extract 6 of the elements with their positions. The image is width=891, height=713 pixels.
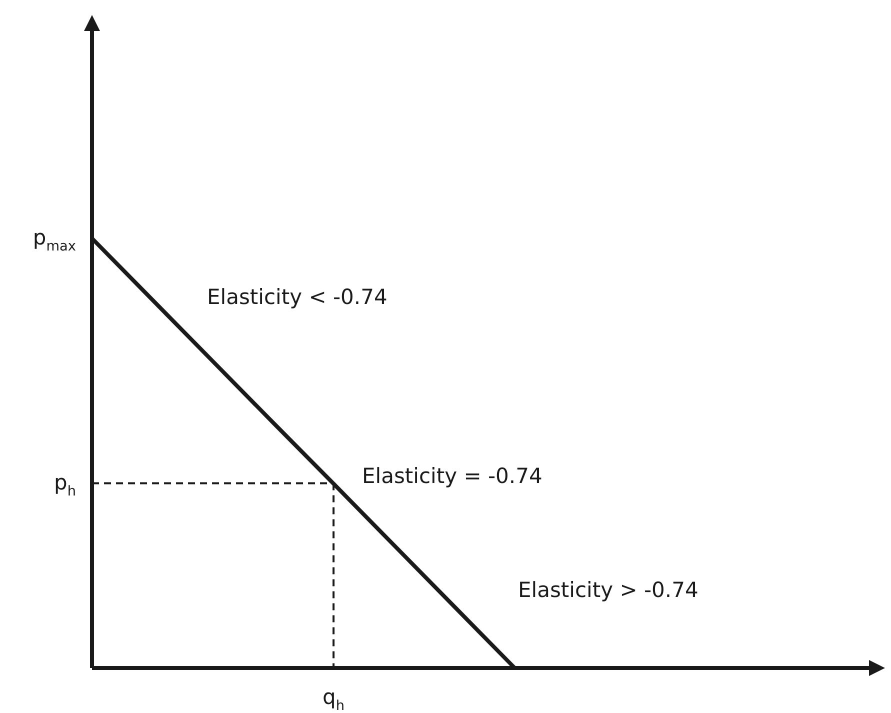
annotation: Elasticity < -0.74 (207, 284, 388, 309)
text: p$_{max}$ (32, 225, 76, 254)
text: p$_{h}$ (54, 470, 76, 500)
text: q$_{h}$ (322, 684, 345, 713)
annotation: Elasticity = -0.74 (362, 464, 542, 488)
annotation: Elasticity > -0.74 (518, 578, 698, 602)
